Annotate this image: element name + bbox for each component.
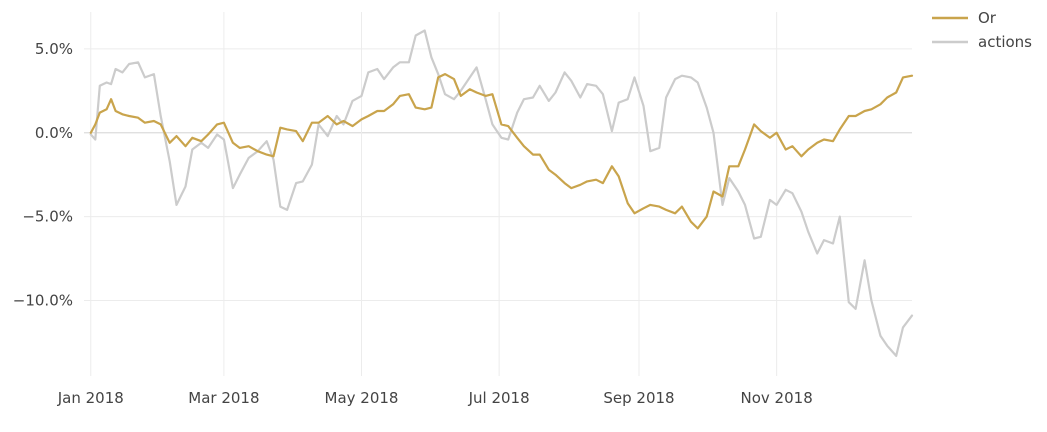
x-tick-label: May 2018	[325, 389, 399, 407]
x-tick-label: Sep 2018	[603, 389, 674, 407]
legend-label: Or	[978, 9, 997, 27]
y-tick-label: 0.0%	[35, 124, 73, 142]
legend[interactable]: Or actions	[932, 9, 1032, 51]
y-tick-label: −10.0%	[13, 292, 73, 310]
legend-item-actions[interactable]: actions	[932, 33, 1032, 51]
y-tick-label: 5.0%	[35, 40, 73, 58]
series-line-or	[89, 73, 914, 230]
y-tick-label: −5.0%	[22, 208, 73, 226]
series-lines	[89, 29, 914, 357]
x-tick-label: Nov 2018	[741, 389, 813, 407]
x-tick-label: Jan 2018	[57, 389, 124, 407]
x-tick-label: Mar 2018	[188, 389, 259, 407]
gridlines	[84, 12, 912, 376]
axes: 5.0% 0.0% −5.0% −10.0% Jan 2018 Mar 2018 May 2…	[13, 40, 813, 407]
legend-item-or[interactable]: Or	[932, 9, 997, 27]
series-line-actions	[89, 29, 914, 357]
x-tick-label: Jul 2018	[468, 389, 530, 407]
legend-label: actions	[978, 33, 1032, 51]
